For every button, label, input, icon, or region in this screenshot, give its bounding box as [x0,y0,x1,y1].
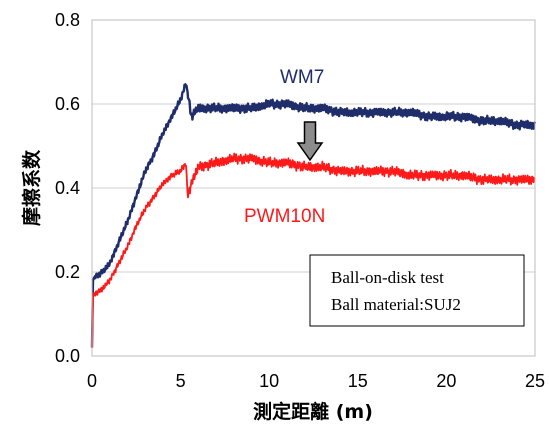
series-label-pwm10n: PWM10N [244,206,325,227]
y-tick-label: 0.0 [55,346,80,366]
x-tick-label: 15 [348,371,368,391]
y-tick-labels: 0.0 0.2 0.4 0.6 0.8 [55,10,80,366]
y-tick-label: 0.4 [55,178,80,198]
series-line-wm7 [90,83,537,348]
y-tick-label: 0.2 [55,262,80,282]
series-layer [90,83,537,348]
down-arrow-icon [296,121,324,162]
y-tick-label: 0.8 [55,10,80,30]
y-axis-title: 摩擦系数 [20,149,43,226]
x-tick-label: 25 [525,371,545,391]
x-tick-label: 5 [176,371,186,391]
series-line-pwm10n [91,152,536,348]
x-axis-title: 測定距離 (m) [253,400,373,423]
note-box: Ball-on-disk test Ball material:SUJ2 [309,254,525,327]
y-tick-label: 0.6 [55,94,80,114]
series-label-wm7: WM7 [280,67,324,88]
x-tick-label: 20 [436,371,456,391]
note-line-2: Ball material:SUJ2 [331,295,461,314]
note-line-1: Ball-on-disk test [331,268,444,287]
plot-frame [91,19,536,357]
x-tick-label: 0 [87,371,97,391]
x-tick-label: 10 [259,371,279,391]
x-tick-labels: 0 5 10 15 20 25 [87,371,545,391]
